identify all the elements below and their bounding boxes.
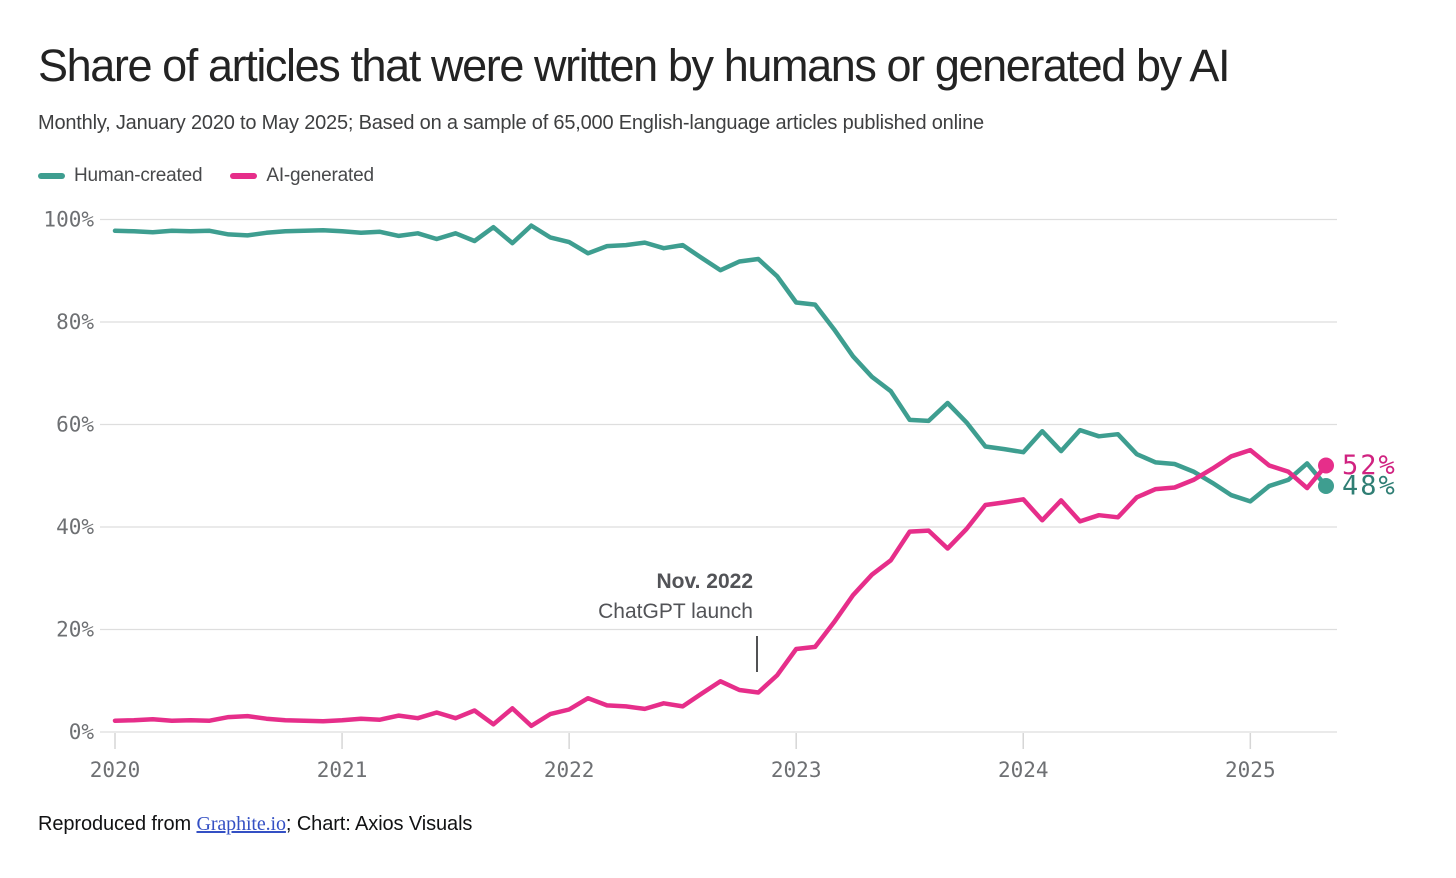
y-axis-label-40%: 40% xyxy=(56,515,94,539)
y-axis-label-60%: 60% xyxy=(56,413,94,437)
annotation-chatgpt-launch: Nov. 2022 ChatGPT launch xyxy=(453,567,753,627)
annotation-date: Nov. 2022 xyxy=(656,570,754,593)
end-dot-human-created xyxy=(1318,478,1334,494)
x-axis-label-2023: 2023 xyxy=(771,758,822,782)
page-title: Share of articles that were written by h… xyxy=(38,40,1230,91)
x-axis-label-2025: 2025 xyxy=(1225,758,1276,782)
source-note: Reproduced from Graphite.io; Chart: Axio… xyxy=(38,813,472,836)
annotation-event: ChatGPT launch xyxy=(598,600,753,623)
human-created-swatch-icon xyxy=(38,173,65,179)
legend-label-human-created: Human-created xyxy=(74,165,203,186)
series-line-human-created xyxy=(112,223,1329,504)
source-note-suffix: ; Chart: Axios Visuals xyxy=(285,813,473,835)
legend: Human-created AI-generated xyxy=(38,165,374,187)
x-axis-label-2024: 2024 xyxy=(998,758,1049,782)
x-axis-label-2022: 2022 xyxy=(544,758,595,782)
legend-item-ai-generated: AI-generated xyxy=(230,165,374,187)
chart-subtitle: Monthly, January 2020 to May 2025; Based… xyxy=(38,112,984,134)
end-label-human-created: 48% xyxy=(1342,471,1397,502)
ai-generated-swatch-icon xyxy=(230,173,258,179)
y-axis-label-0%: 0% xyxy=(69,720,95,744)
series-line-ai-generated xyxy=(112,447,1329,729)
source-note-prefix: Reproduced from xyxy=(38,813,197,835)
end-label-ai-generated: 52% xyxy=(1342,450,1397,481)
y-axis-label-100%: 100% xyxy=(43,208,94,232)
y-axis-label-80%: 80% xyxy=(56,310,94,334)
y-axis-label-20%: 20% xyxy=(56,618,94,642)
legend-item-human-created: Human-created xyxy=(38,165,203,187)
end-dot-ai-generated xyxy=(1318,457,1334,474)
x-axis-label-2020: 2020 xyxy=(90,758,141,782)
x-axis-label-2021: 2021 xyxy=(317,758,368,782)
graphite-link[interactable]: Graphite.io xyxy=(196,813,286,835)
annotation-tick-mark xyxy=(756,636,758,672)
legend-label-ai-generated: AI-generated xyxy=(266,165,374,186)
